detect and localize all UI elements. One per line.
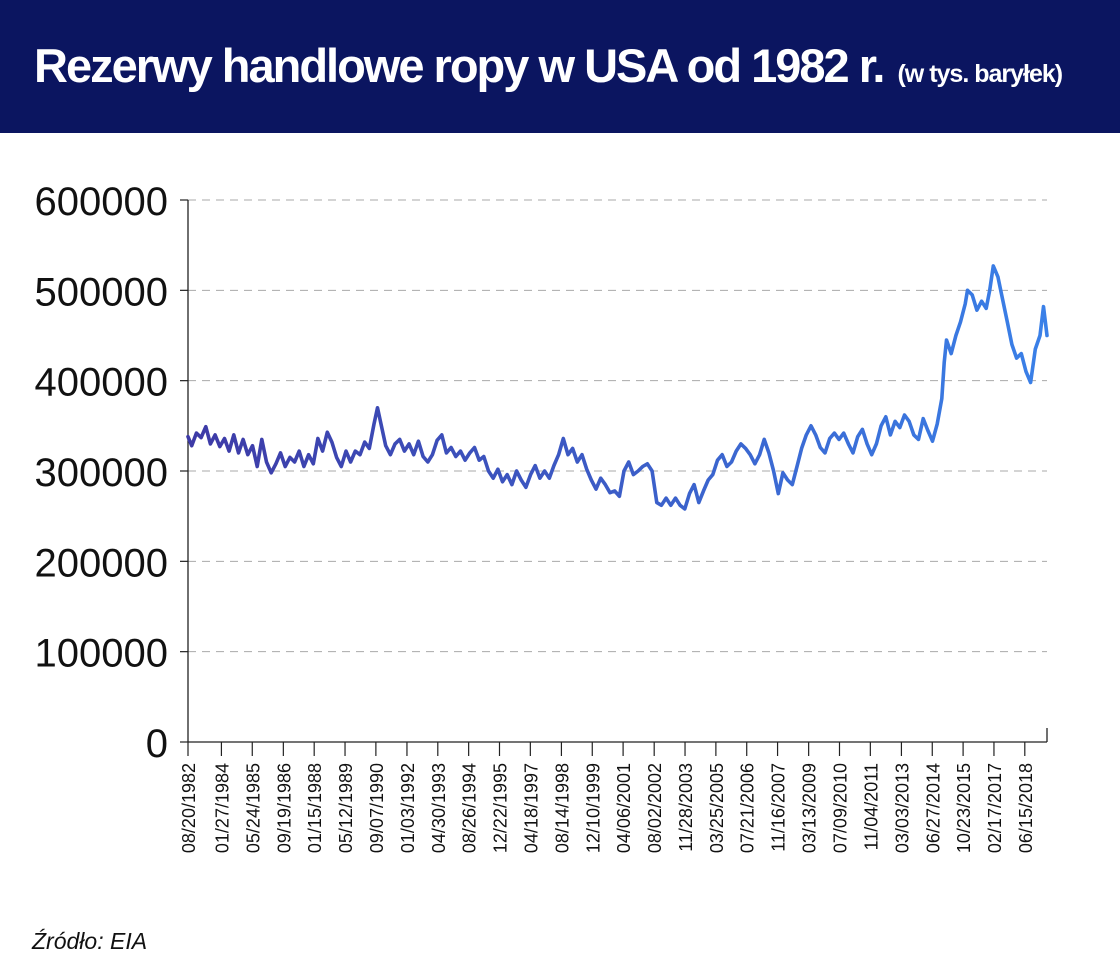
source-note: Źródło: EIA: [32, 928, 148, 954]
x-tick-label: 01/03/1992: [398, 763, 418, 853]
x-tick-label: 01/15/1988: [305, 763, 325, 853]
x-tick-label: 08/26/1994: [460, 763, 480, 853]
x-tick-label: 08/20/1982: [179, 763, 199, 853]
x-tick-label: 02/17/2017: [985, 763, 1005, 853]
x-tick-label: 03/13/2009: [800, 763, 820, 853]
y-tick-label: 600000: [35, 180, 168, 224]
header-banner: Rezerwy handlowe ropy w USA od 1982 r. (w…: [0, 0, 1120, 133]
y-tick-label: 500000: [35, 270, 168, 314]
y-tick-label: 100000: [35, 632, 168, 676]
x-tick-label: 11/28/2003: [676, 763, 696, 852]
x-tick-label: 05/12/1989: [336, 763, 356, 853]
series-line: [186, 264, 1049, 511]
y-tick-label: 200000: [35, 541, 168, 585]
x-tick-label: 09/19/1986: [274, 763, 294, 853]
x-tick-label: 07/09/2010: [830, 763, 850, 853]
line-chart: 0 100000 200000 300000 400000 500000 600000 08/…: [35, 180, 1049, 853]
chart-title: Rezerwy handlowe ropy w USA od 1982 r. (w…: [34, 38, 1063, 93]
y-tick-label: 400000: [35, 361, 168, 405]
x-tick-label: 04/18/1997: [521, 763, 541, 853]
x-tick-label: 08/14/1998: [552, 763, 572, 853]
x-tick-label: 10/23/2015: [954, 763, 974, 853]
chart-subtitle: (w tys. baryłek): [897, 60, 1063, 88]
x-tick-label: 03/03/2013: [892, 763, 912, 853]
y-tick-label: 0: [146, 722, 168, 766]
x-tick-label: 11/16/2007: [769, 763, 789, 852]
x-tick-label: 11/04/2011: [861, 763, 881, 850]
x-tick-label: 04/30/1993: [429, 763, 449, 853]
x-tick-label: 07/21/2006: [738, 763, 758, 853]
x-tick-label: 04/06/2001: [614, 763, 634, 853]
x-tick-label: 03/25/2005: [707, 763, 727, 853]
x-tick-label: 05/24/1985: [243, 763, 263, 853]
x-tick-label: 09/07/1990: [367, 763, 387, 853]
y-tick-label: 300000: [35, 451, 168, 495]
x-tick-label: 06/27/2014: [923, 763, 943, 853]
x-tick-label: 08/02/2002: [645, 763, 665, 853]
x-tick-label: 12/10/1999: [583, 763, 603, 853]
x-tick-label: 01/27/1984: [212, 763, 232, 853]
x-tick-label: 06/15/2018: [1016, 763, 1036, 853]
x-tick-label: 12/22/1995: [490, 763, 510, 853]
chart-title-text: Rezerwy handlowe ropy w USA od 1982 r.: [34, 39, 885, 92]
